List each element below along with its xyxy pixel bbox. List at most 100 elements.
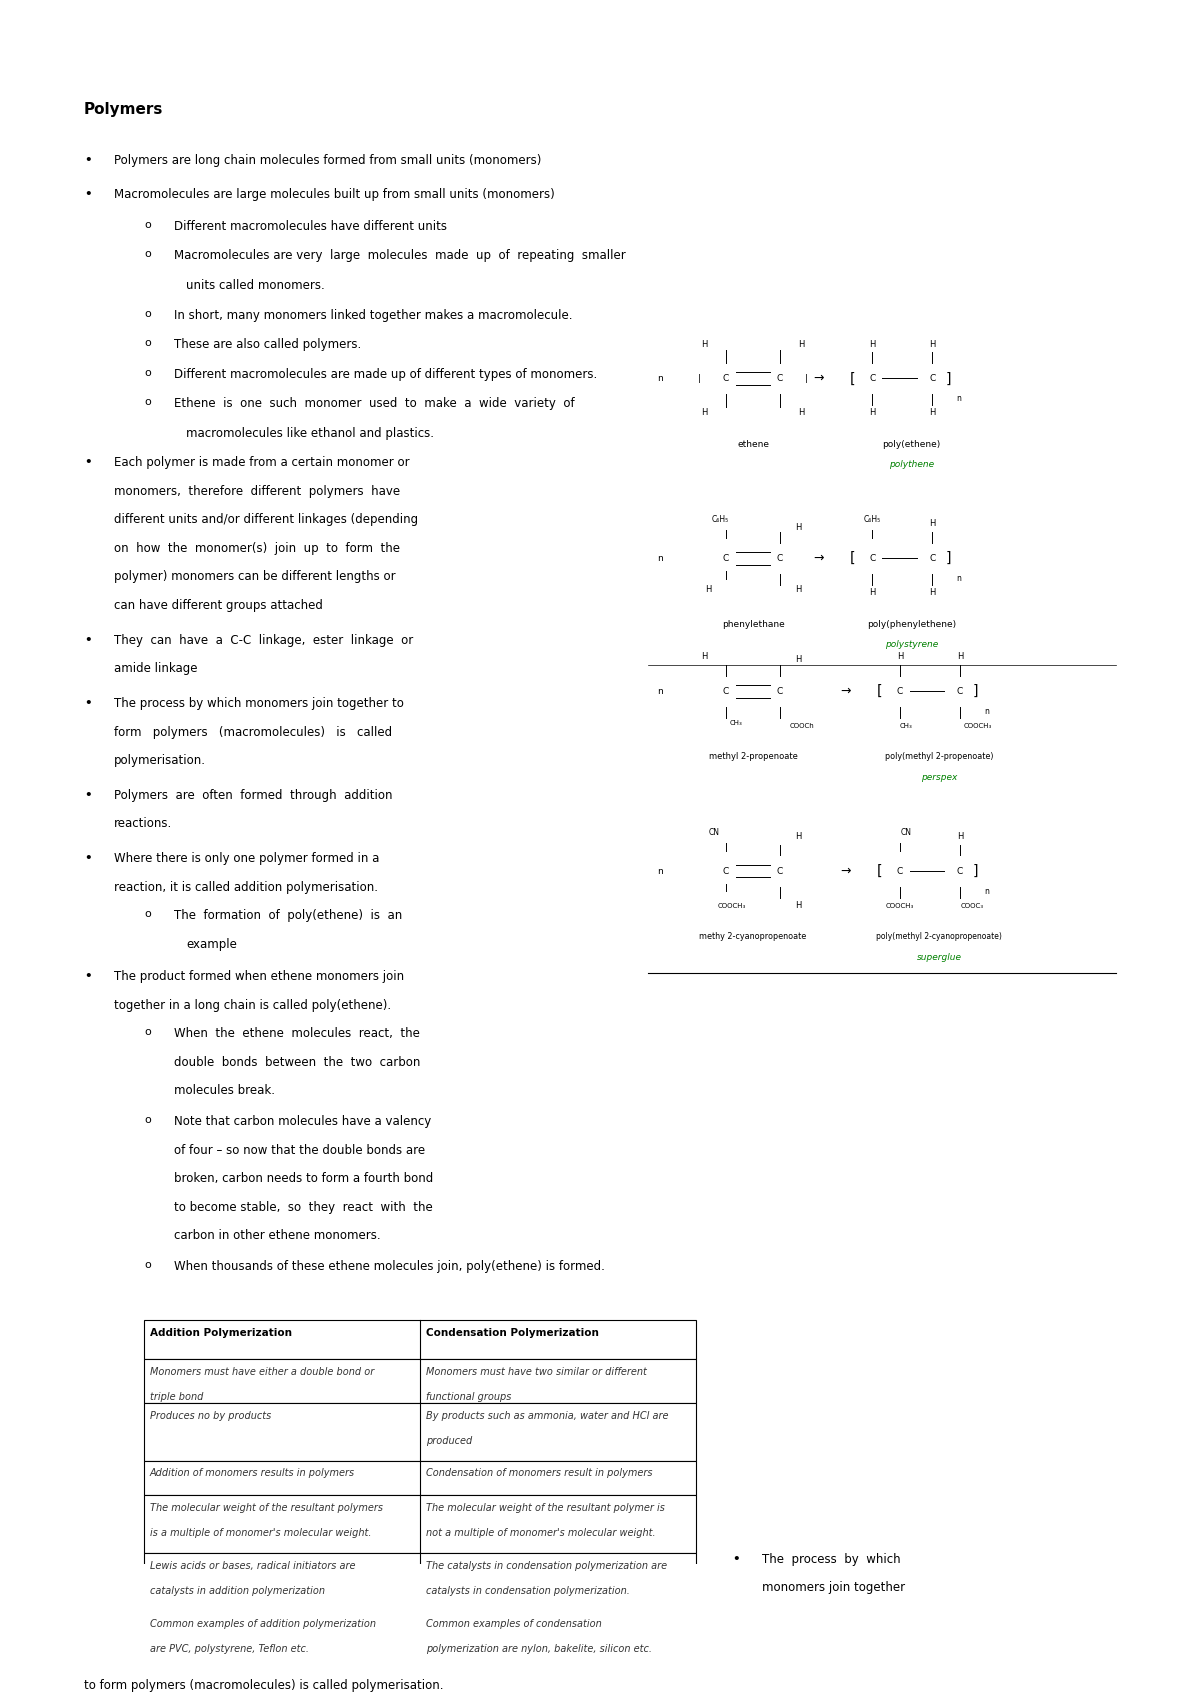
Text: n: n [658, 866, 662, 876]
Text: Polymers are long chain molecules formed from small units (monomers): Polymers are long chain molecules formed… [114, 155, 541, 168]
Text: •: • [84, 852, 91, 866]
Text: H: H [798, 409, 805, 418]
Text: H: H [701, 652, 708, 661]
FancyBboxPatch shape [144, 1460, 696, 1494]
Text: monomers join together: monomers join together [762, 1581, 905, 1594]
Text: The product formed when ethene monomers join: The product formed when ethene monomers … [114, 971, 404, 983]
Text: to form polymers (macromolecules) is called polymerisation.: to form polymers (macromolecules) is cal… [84, 1679, 444, 1693]
Text: H: H [956, 832, 964, 841]
Text: C: C [776, 374, 784, 384]
Text: H: H [794, 902, 802, 910]
Text: C: C [722, 686, 730, 696]
Text: C: C [929, 374, 936, 384]
FancyBboxPatch shape [144, 1358, 696, 1403]
Text: double  bonds  between  the  two  carbon: double bonds between the two carbon [174, 1056, 420, 1070]
Text: H: H [794, 523, 802, 531]
Text: When thousands of these ethene molecules join, poly(ethene) is formed.: When thousands of these ethene molecules… [174, 1260, 605, 1274]
FancyBboxPatch shape [144, 1554, 696, 1611]
Text: They  can  have  a  C-C  linkage,  ester  linkage  or: They can have a C-C linkage, ester linka… [114, 633, 413, 647]
Text: H: H [701, 409, 708, 418]
Text: carbon in other ethene monomers.: carbon in other ethene monomers. [174, 1229, 380, 1243]
Text: •: • [84, 188, 91, 202]
Text: catalysts in addition polymerization: catalysts in addition polymerization [150, 1586, 325, 1596]
Text: H: H [869, 409, 876, 418]
Text: In short, many monomers linked together makes a macromolecule.: In short, many monomers linked together … [174, 309, 572, 321]
Text: polystyrene: polystyrene [884, 640, 938, 649]
Text: o: o [144, 1260, 151, 1270]
Text: By products such as ammonia, water and HCl are: By products such as ammonia, water and H… [426, 1411, 668, 1421]
Text: broken, carbon needs to form a fourth bond: broken, carbon needs to form a fourth bo… [174, 1172, 433, 1185]
Text: Lewis acids or bases, radical initiators are: Lewis acids or bases, radical initiators… [150, 1560, 355, 1571]
Text: poly(methyl 2-cyanopropenoate): poly(methyl 2-cyanopropenoate) [876, 932, 1002, 941]
Text: different units and/or different linkages (depending: different units and/or different linkage… [114, 513, 418, 526]
Text: [: [ [877, 864, 882, 878]
Text: ]: ] [973, 864, 978, 878]
Text: Where there is only one polymer formed in a: Where there is only one polymer formed i… [114, 852, 379, 866]
Text: Macromolecules are large molecules built up from small units (monomers): Macromolecules are large molecules built… [114, 188, 554, 202]
Text: ethene: ethene [737, 440, 769, 448]
Text: Condensation Polymerization: Condensation Polymerization [426, 1328, 599, 1338]
Text: |: | [805, 374, 808, 384]
Text: ]: ] [973, 684, 978, 698]
Text: reaction, it is called addition polymerisation.: reaction, it is called addition polymeri… [114, 881, 378, 893]
Text: is a multiple of monomer's molecular weight.: is a multiple of monomer's molecular wei… [150, 1528, 372, 1538]
Text: C: C [776, 554, 784, 562]
Text: superglue: superglue [917, 953, 961, 961]
Text: o: o [144, 219, 151, 229]
Text: →: → [814, 552, 823, 565]
Text: Ethene  is  one  such  monomer  used  to  make  a  wide  variety  of: Ethene is one such monomer used to make … [174, 397, 575, 411]
Text: produced: produced [426, 1437, 473, 1447]
Text: n: n [658, 554, 662, 562]
Text: polythene: polythene [889, 460, 934, 469]
Text: ]: ] [946, 372, 950, 385]
Text: →: → [814, 372, 823, 385]
Text: triple bond: triple bond [150, 1392, 203, 1403]
Text: Produces no by products: Produces no by products [150, 1411, 271, 1421]
Text: •: • [84, 790, 91, 801]
Text: catalysts in condensation polymerization.: catalysts in condensation polymerization… [426, 1586, 630, 1596]
Text: COOCh: COOCh [790, 723, 814, 728]
Text: polymer) monomers can be different lengths or: polymer) monomers can be different lengt… [114, 571, 396, 584]
Text: H: H [929, 340, 936, 348]
Text: Polymers  are  often  formed  through  addition: Polymers are often formed through additi… [114, 790, 392, 801]
FancyBboxPatch shape [144, 1403, 696, 1460]
Text: n: n [956, 394, 961, 404]
Text: phenylethane: phenylethane [721, 620, 785, 628]
Text: macromolecules like ethanol and plastics.: macromolecules like ethanol and plastics… [186, 426, 434, 440]
Text: [: [ [850, 552, 854, 565]
Text: H: H [956, 652, 964, 661]
Text: Common examples of addition polymerization: Common examples of addition polymerizati… [150, 1618, 376, 1628]
Text: C: C [869, 554, 876, 562]
Text: Monomers must have either a double bond or: Monomers must have either a double bond … [150, 1367, 374, 1377]
Text: Different macromolecules are made up of different types of monomers.: Different macromolecules are made up of … [174, 368, 598, 380]
Text: •: • [84, 971, 91, 983]
Text: COOCH₃: COOCH₃ [718, 903, 746, 908]
Text: poly(methyl 2-propenoate): poly(methyl 2-propenoate) [884, 752, 994, 761]
Text: Monomers must have two similar or different: Monomers must have two similar or differ… [426, 1367, 647, 1377]
Text: H: H [869, 340, 876, 348]
Text: methyl 2-propenoate: methyl 2-propenoate [708, 752, 798, 761]
Text: COOCH₃: COOCH₃ [964, 723, 992, 728]
Text: n: n [956, 574, 961, 582]
Text: COOC₃: COOC₃ [960, 903, 984, 908]
Text: Each polymer is made from a certain monomer or: Each polymer is made from a certain mono… [114, 457, 409, 469]
Text: The molecular weight of the resultant polymers: The molecular weight of the resultant po… [150, 1503, 383, 1513]
Text: n: n [984, 886, 989, 897]
Text: •: • [84, 457, 91, 469]
Text: o: o [144, 368, 151, 377]
Text: H: H [794, 655, 802, 664]
Text: •: • [84, 698, 91, 710]
Text: H: H [929, 520, 936, 528]
Text: o: o [144, 338, 151, 348]
Text: perspex: perspex [920, 773, 958, 781]
Text: are PVC, polystyrene, Teflon etc.: are PVC, polystyrene, Teflon etc. [150, 1644, 310, 1654]
Text: These are also called polymers.: These are also called polymers. [174, 338, 361, 351]
Text: Different macromolecules have different units: Different macromolecules have different … [174, 219, 446, 233]
Text: C: C [896, 686, 904, 696]
Text: When  the  ethene  molecules  react,  the: When the ethene molecules react, the [174, 1027, 420, 1041]
Text: H: H [896, 652, 904, 661]
Text: monomers,  therefore  different  polymers  have: monomers, therefore different polymers h… [114, 486, 400, 498]
Text: H: H [929, 588, 936, 598]
Text: polymerisation.: polymerisation. [114, 754, 206, 767]
Text: n: n [984, 706, 989, 717]
